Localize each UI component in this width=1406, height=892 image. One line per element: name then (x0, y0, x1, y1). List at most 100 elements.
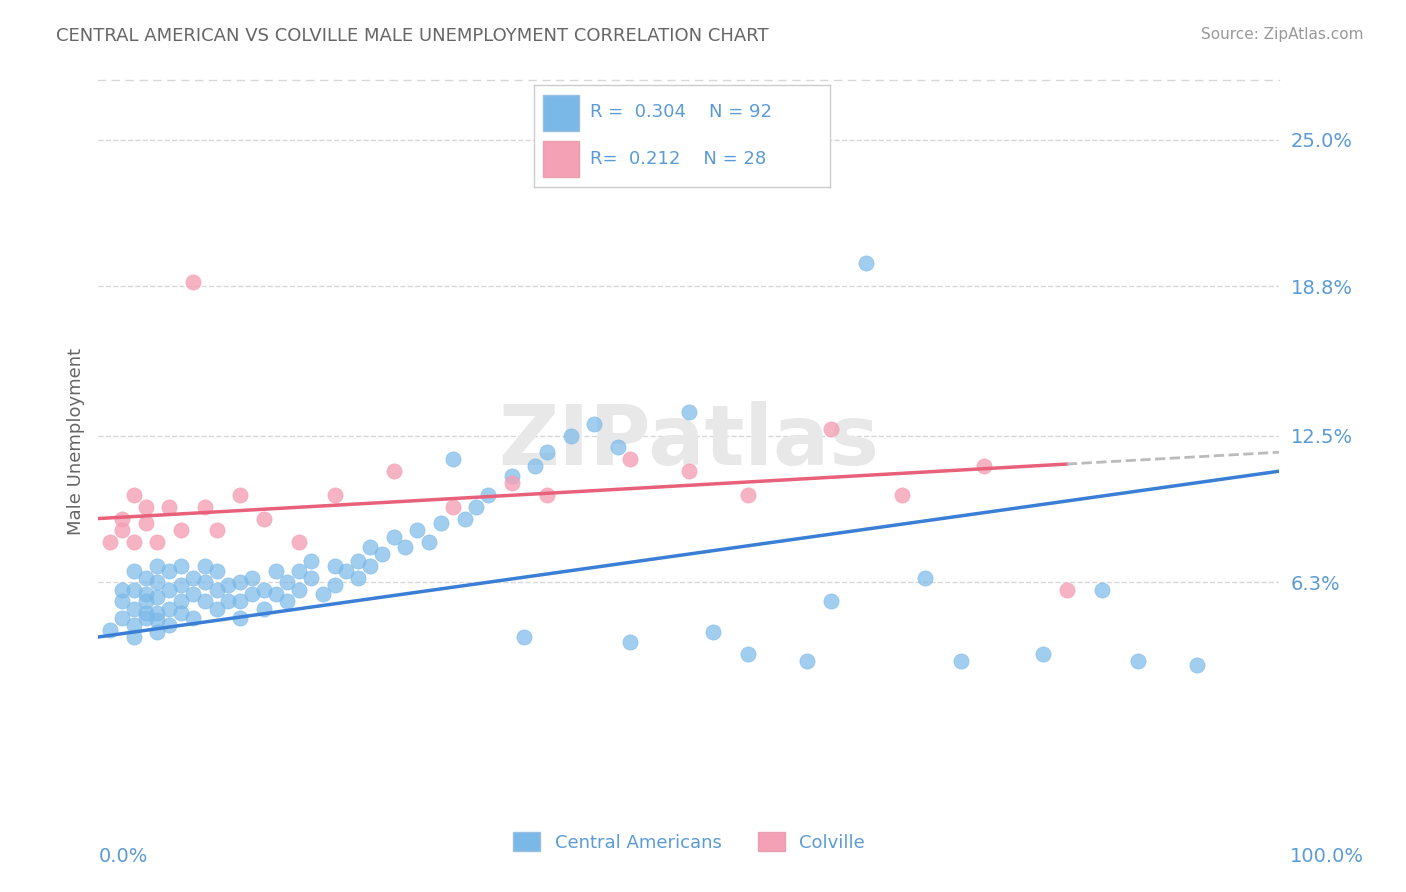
Point (890, 488, 912, 502)
Point (135, 587, 157, 601)
Point (382, 464, 405, 478)
Point (264, 564, 287, 578)
Point (973, 459, 995, 474)
Legend: Central Americans, Colville: Central Americans, Colville (506, 825, 872, 859)
Point (205, 564, 228, 578)
Point (146, 625, 169, 640)
Point (323, 488, 346, 502)
Point (170, 607, 193, 621)
Point (949, 654, 972, 668)
Point (536, 445, 558, 459)
Point (323, 558, 346, 573)
Point (157, 618, 180, 632)
Point (217, 578, 239, 592)
Point (122, 630, 145, 644)
Point (312, 587, 335, 601)
Point (157, 564, 180, 578)
Point (240, 587, 263, 601)
Point (276, 575, 298, 590)
Point (619, 452, 641, 467)
Point (205, 582, 228, 597)
Point (796, 654, 818, 668)
Point (146, 558, 169, 573)
Point (418, 535, 440, 549)
Point (146, 575, 169, 590)
Point (299, 554, 322, 568)
Point (453, 511, 475, 525)
Point (299, 571, 322, 585)
Point (157, 582, 180, 597)
Point (560, 428, 582, 442)
Point (194, 594, 217, 608)
Point (583, 417, 606, 431)
Point (737, 488, 759, 502)
Point (135, 607, 157, 621)
Point (406, 524, 429, 538)
Point (135, 594, 157, 608)
FancyBboxPatch shape (543, 141, 579, 177)
Point (1032, 647, 1054, 661)
Point (98, 535, 121, 549)
Point (135, 500, 157, 514)
Point (253, 582, 276, 597)
Point (536, 488, 558, 502)
Point (619, 634, 641, 648)
Point (157, 500, 180, 514)
Point (194, 575, 217, 590)
Point (122, 564, 145, 578)
Point (371, 547, 394, 561)
Point (181, 611, 204, 625)
Point (122, 618, 145, 632)
Point (253, 511, 276, 525)
Point (111, 582, 134, 597)
Point (394, 540, 416, 554)
Text: 100.0%: 100.0% (1289, 847, 1364, 866)
Point (914, 571, 936, 585)
Point (170, 524, 193, 538)
Point (465, 500, 488, 514)
Point (288, 535, 311, 549)
Point (146, 590, 169, 604)
Point (217, 594, 239, 608)
Point (253, 601, 276, 615)
FancyBboxPatch shape (543, 95, 579, 131)
Point (678, 464, 700, 478)
Point (240, 571, 263, 585)
Point (276, 594, 298, 608)
Point (146, 607, 169, 621)
Point (194, 500, 217, 514)
Text: Source: ZipAtlas.com: Source: ZipAtlas.com (1201, 27, 1364, 42)
Point (702, 625, 724, 640)
Text: R =  0.304    N = 92: R = 0.304 N = 92 (591, 103, 772, 121)
Point (111, 524, 134, 538)
Point (181, 587, 204, 601)
Point (122, 535, 145, 549)
Point (501, 469, 523, 483)
Point (678, 405, 700, 419)
Point (146, 535, 169, 549)
Point (229, 594, 252, 608)
Point (229, 575, 252, 590)
Point (170, 578, 193, 592)
Point (264, 587, 287, 601)
Point (524, 459, 547, 474)
Point (205, 601, 228, 615)
Point (135, 611, 157, 625)
Point (122, 601, 145, 615)
Y-axis label: Male Unemployment: Male Unemployment (66, 348, 84, 535)
Point (359, 540, 381, 554)
Point (1056, 582, 1078, 597)
Point (477, 488, 499, 502)
Text: 0.0%: 0.0% (98, 847, 148, 866)
Point (1185, 658, 1208, 673)
Point (1126, 654, 1149, 668)
Point (146, 614, 169, 628)
Point (111, 611, 134, 625)
Point (607, 441, 630, 455)
Point (430, 516, 453, 531)
Point (181, 571, 204, 585)
Point (111, 511, 134, 525)
Point (181, 275, 204, 289)
Point (170, 594, 193, 608)
Point (288, 582, 311, 597)
